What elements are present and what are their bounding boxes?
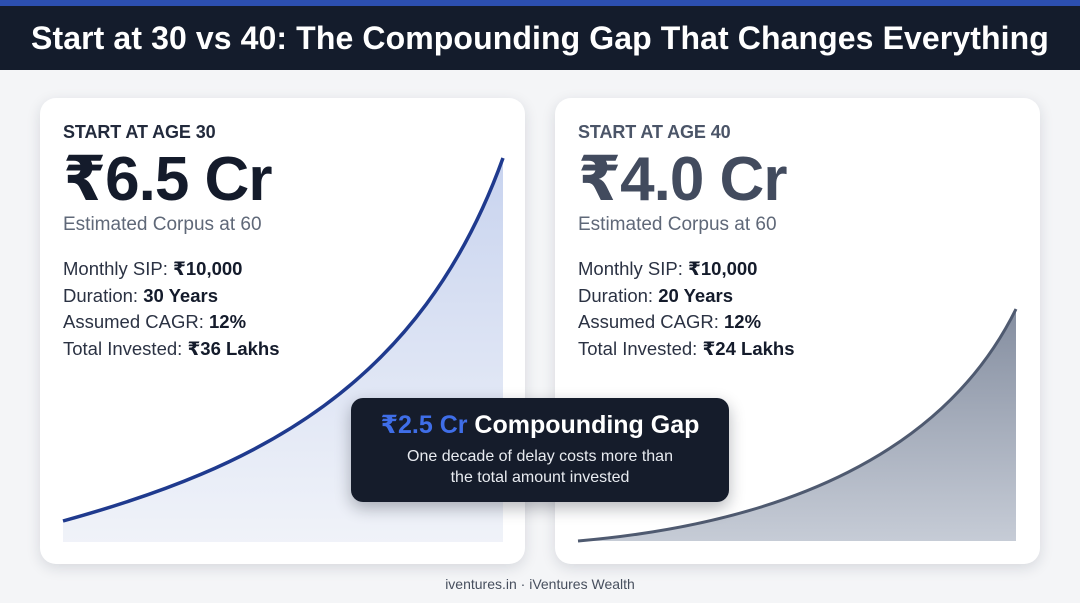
corpus-subtitle: Estimated Corpus at 60	[63, 214, 262, 236]
card-details: Monthly SIP: ₹10,000 Duration: 20 Years …	[578, 256, 795, 362]
detail-total-invested: Total Invested: ₹36 Lakhs	[63, 337, 280, 359]
detail-monthly-sip: Monthly SIP: ₹10,000	[578, 258, 758, 280]
corpus-amount: ₹4.0 Cr	[578, 145, 787, 214]
header-banner: Start at 30 vs 40: The Compounding Gap T…	[0, 6, 1080, 70]
callout-subtitle: One decade of delay costs more than the …	[407, 448, 673, 486]
corpus-amount: ₹6.5 Cr	[63, 145, 272, 214]
compounding-gap-callout: ₹2.5 Cr Compounding Gap One decade of de…	[351, 398, 729, 502]
curve-area-age-40	[578, 309, 1016, 541]
detail-duration: Duration: 20 Years	[578, 284, 733, 306]
gap-amount: ₹2.5 Cr	[380, 411, 468, 439]
page-title: Start at 30 vs 40: The Compounding Gap T…	[31, 19, 1049, 56]
growth-curve-age-40	[577, 308, 1018, 543]
card-kicker: START AT AGE 40	[578, 122, 731, 142]
footer-credit: iventures.in · iVentures Wealth	[445, 576, 635, 592]
top-accent-stripe	[0, 0, 1080, 6]
curve-line-age-40	[577, 308, 1018, 543]
detail-total-invested: Total Invested: ₹24 Lakhs	[578, 337, 795, 359]
card-details: Monthly SIP: ₹10,000 Duration: 30 Years …	[63, 256, 280, 362]
detail-monthly-sip: Monthly SIP: ₹10,000	[63, 258, 243, 280]
callout-title: ₹2.5 Cr Compounding Gap	[380, 411, 700, 439]
detail-cagr: Assumed CAGR: 12%	[578, 311, 762, 333]
corpus-subtitle: Estimated Corpus at 60	[578, 214, 777, 236]
card-kicker: START AT AGE 30	[63, 122, 216, 142]
detail-duration: Duration: 30 Years	[63, 284, 218, 306]
detail-cagr: Assumed CAGR: 12%	[63, 311, 247, 333]
curve-line-age-30	[62, 157, 505, 523]
